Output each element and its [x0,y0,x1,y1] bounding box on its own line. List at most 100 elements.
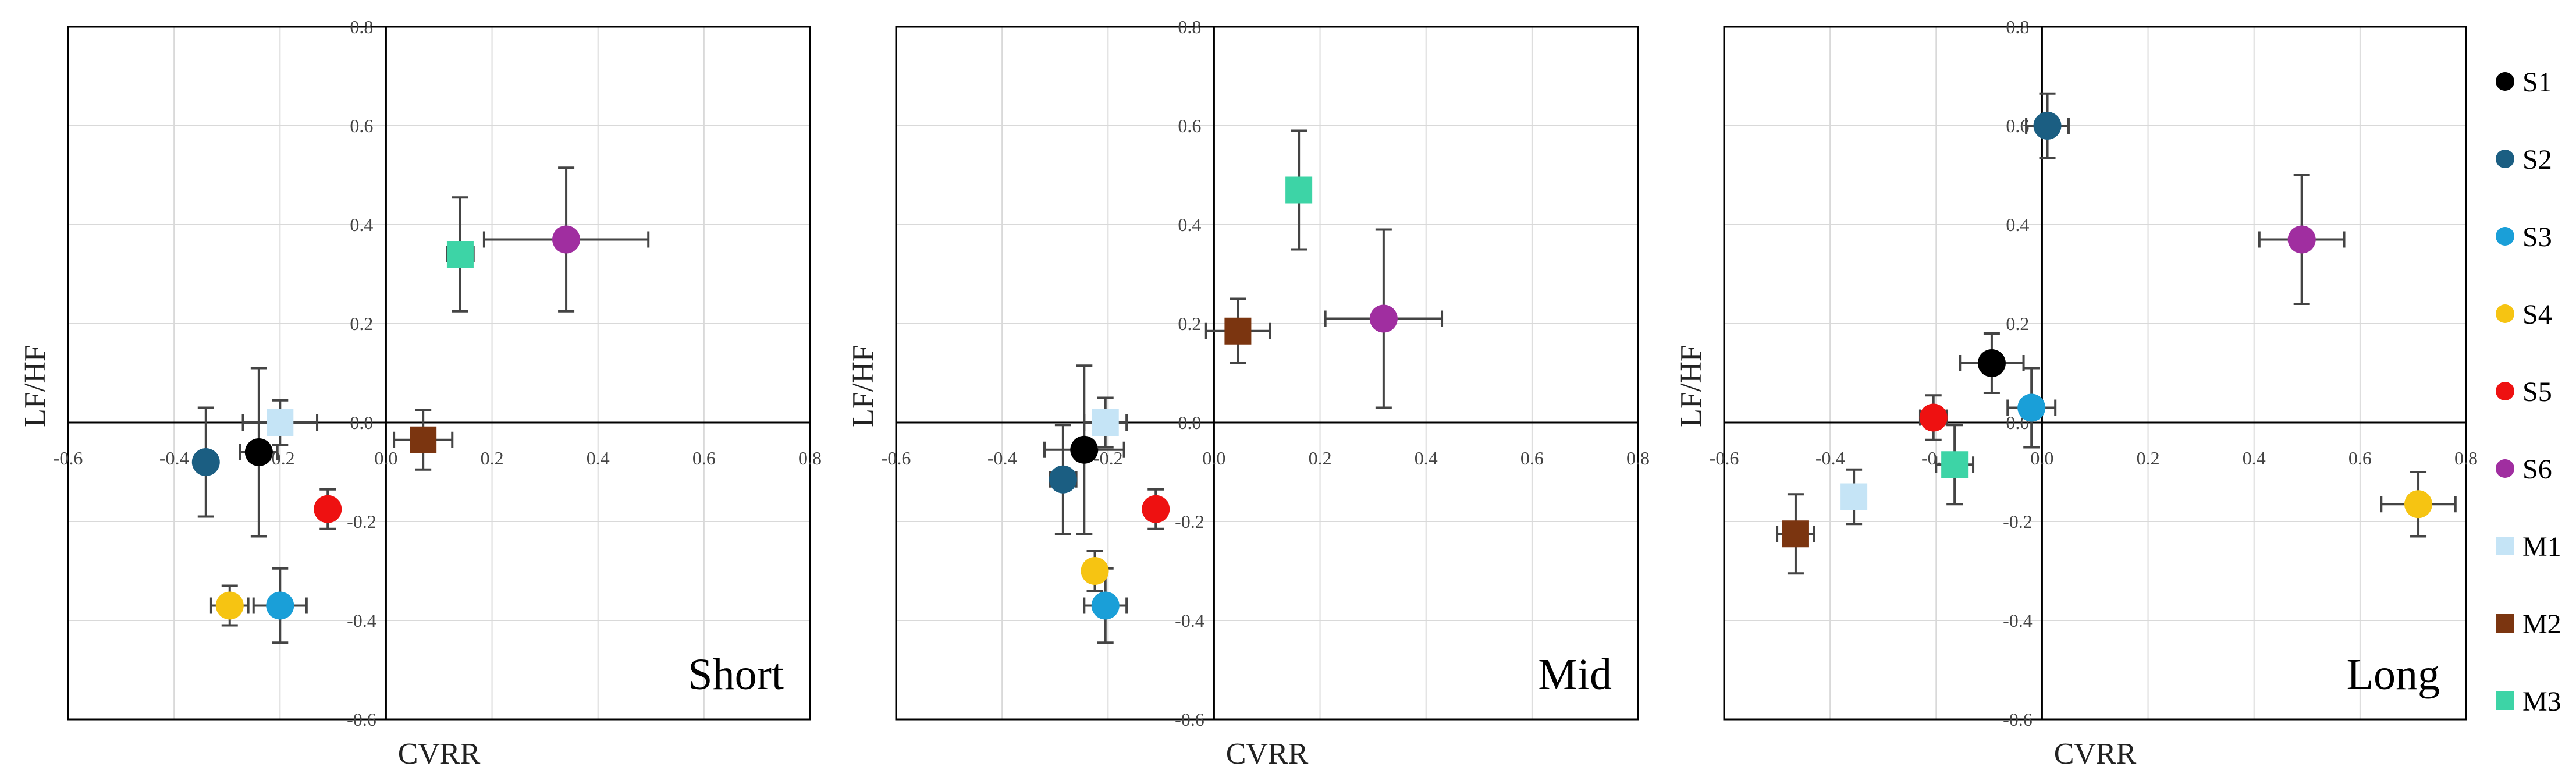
y-tick-label: -0.4 [1175,610,1204,631]
legend-item-s3: S3 [2496,222,2552,253]
point-m1 [241,399,319,446]
point-s5 [1142,488,1170,530]
x-tick-label: -0.6 [882,448,911,469]
x-tick-label: 0.8 [1626,448,1650,469]
panel-short: -0.6 -0.4 -0.2 0.0 0.2 0.4 0.6 0.8 0.8 0.6 0.4 0.2 0… [19,16,822,771]
x-tick-label: -0.2 [1093,448,1123,469]
y-tick-label: -0.6 [347,709,376,730]
legend-marker [2496,150,2514,168]
legend-item-m2: M2 [2496,609,2561,640]
y-tick-label: 0.6 [1178,115,1201,136]
x-tick-label: -0.4 [1815,448,1845,469]
x-tick-label: 0.6 [692,448,716,469]
legend-label: S2 [2522,144,2552,175]
x-tick-label: 0.4 [1415,448,1438,469]
point-s1 [239,367,279,538]
marker-m2 [1224,317,1252,345]
legend-label: M3 [2522,686,2561,717]
point-s1 [1043,364,1125,535]
point-m2 [1776,493,1815,575]
y-tick-label: 0.2 [1178,313,1201,334]
legend-marker [2496,459,2514,478]
legend-marker [2496,614,2514,633]
marker-m1 [1092,409,1119,436]
marker-m3 [1941,451,1969,478]
point-s1 [1959,332,2025,394]
y-tick-label: -0.2 [2003,511,2033,532]
x-tick-label: 0.2 [2137,448,2160,469]
y-tick-label: 0.8 [350,16,373,37]
legend-item-s5: S5 [2496,377,2552,407]
y-tick-label: -0.2 [347,511,376,532]
point-s5 [314,488,342,530]
x-tick-label: 0.6 [2348,448,2372,469]
marker-m1 [267,409,294,436]
plot-frame [895,26,1639,721]
legend-marker [2496,537,2514,555]
point-s4 [2380,471,2457,538]
marker-s4 [215,591,244,620]
panel-mid: -0.6 -0.4 -0.2 0.0 0.2 0.4 0.6 0.8 0.8 0.6 0.4 0.2 0… [847,16,1650,771]
marker-s4 [2404,490,2433,519]
marker-s6 [1369,304,1398,333]
marker-s5 [1142,495,1170,523]
marker-m1 [1840,483,1868,510]
marker-s1 [1070,435,1099,464]
plot-frame [1723,26,2467,721]
point-m3 [1935,424,1975,506]
point-s2 [2025,92,2070,159]
y-tick-label: 0.8 [2006,16,2029,37]
point-s2 [1049,424,1078,535]
point-s4 [1081,550,1109,592]
x-tick-label: 0.2 [1309,448,1332,469]
legend-marker [2496,72,2514,91]
marker-s2 [1049,465,1077,494]
legend-label: S1 [2522,67,2552,98]
marker-s4 [1081,557,1109,585]
x-tick-label: 0.2 [481,448,504,469]
legend-marker [2496,304,2514,323]
y-tick-label: 0.0 [350,412,373,433]
marker-s5 [314,495,342,523]
y-tick-label: -0.6 [2003,709,2033,730]
y-tick-label: 0.4 [350,214,373,235]
point-m2 [1204,297,1271,364]
y-axis-title: LF/HF [1675,345,1708,427]
x-axis-title: CVRR [398,737,481,771]
x-tick-label: 0.0 [374,448,397,469]
legend: S1 S2 S3 S4 S5 S6 M1 M2 M3 [2496,67,2561,717]
x-tick-label: 0.6 [1520,448,1544,469]
legend-item-s4: S4 [2496,299,2552,330]
y-tick-label: 0.4 [1178,214,1201,235]
panel-label: Mid [1538,650,1612,699]
plot-frame [67,26,811,721]
marker-s1 [1977,349,2006,377]
marker-s5 [1919,403,1948,432]
marker-s6 [2287,225,2316,254]
legend-item-s6: S6 [2496,454,2552,485]
legend-item-m3: M3 [2496,686,2561,717]
point-s5 [1918,394,1948,441]
y-tick-label: 0.4 [2006,214,2029,235]
point-s3 [252,567,308,644]
panels-container: -0.6 -0.4 -0.2 0.0 0.2 0.4 0.6 0.8 0.8 0.6 0.4 0.2 0… [19,16,2478,771]
point-s3 [1083,567,1128,644]
point-m1 [1083,396,1128,449]
legend-marker [2496,382,2514,400]
legend-marker [2496,227,2514,246]
legend-item-m1: M1 [2496,531,2561,562]
point-m3 [1285,129,1313,251]
x-tick-label: 0.8 [2454,448,2478,469]
x-tick-label: 0.8 [798,448,822,469]
marker-s6 [552,225,581,254]
y-tick-label: -0.4 [2003,610,2033,631]
point-s4 [209,584,250,627]
x-tick-label: -0.4 [159,448,189,469]
point-m1 [1840,468,1868,526]
point-s3 [2006,367,2057,449]
marker-s2 [2033,112,2062,140]
point-m3 [446,196,475,313]
panel-label: Short [688,650,784,699]
point-s6 [2258,174,2346,305]
